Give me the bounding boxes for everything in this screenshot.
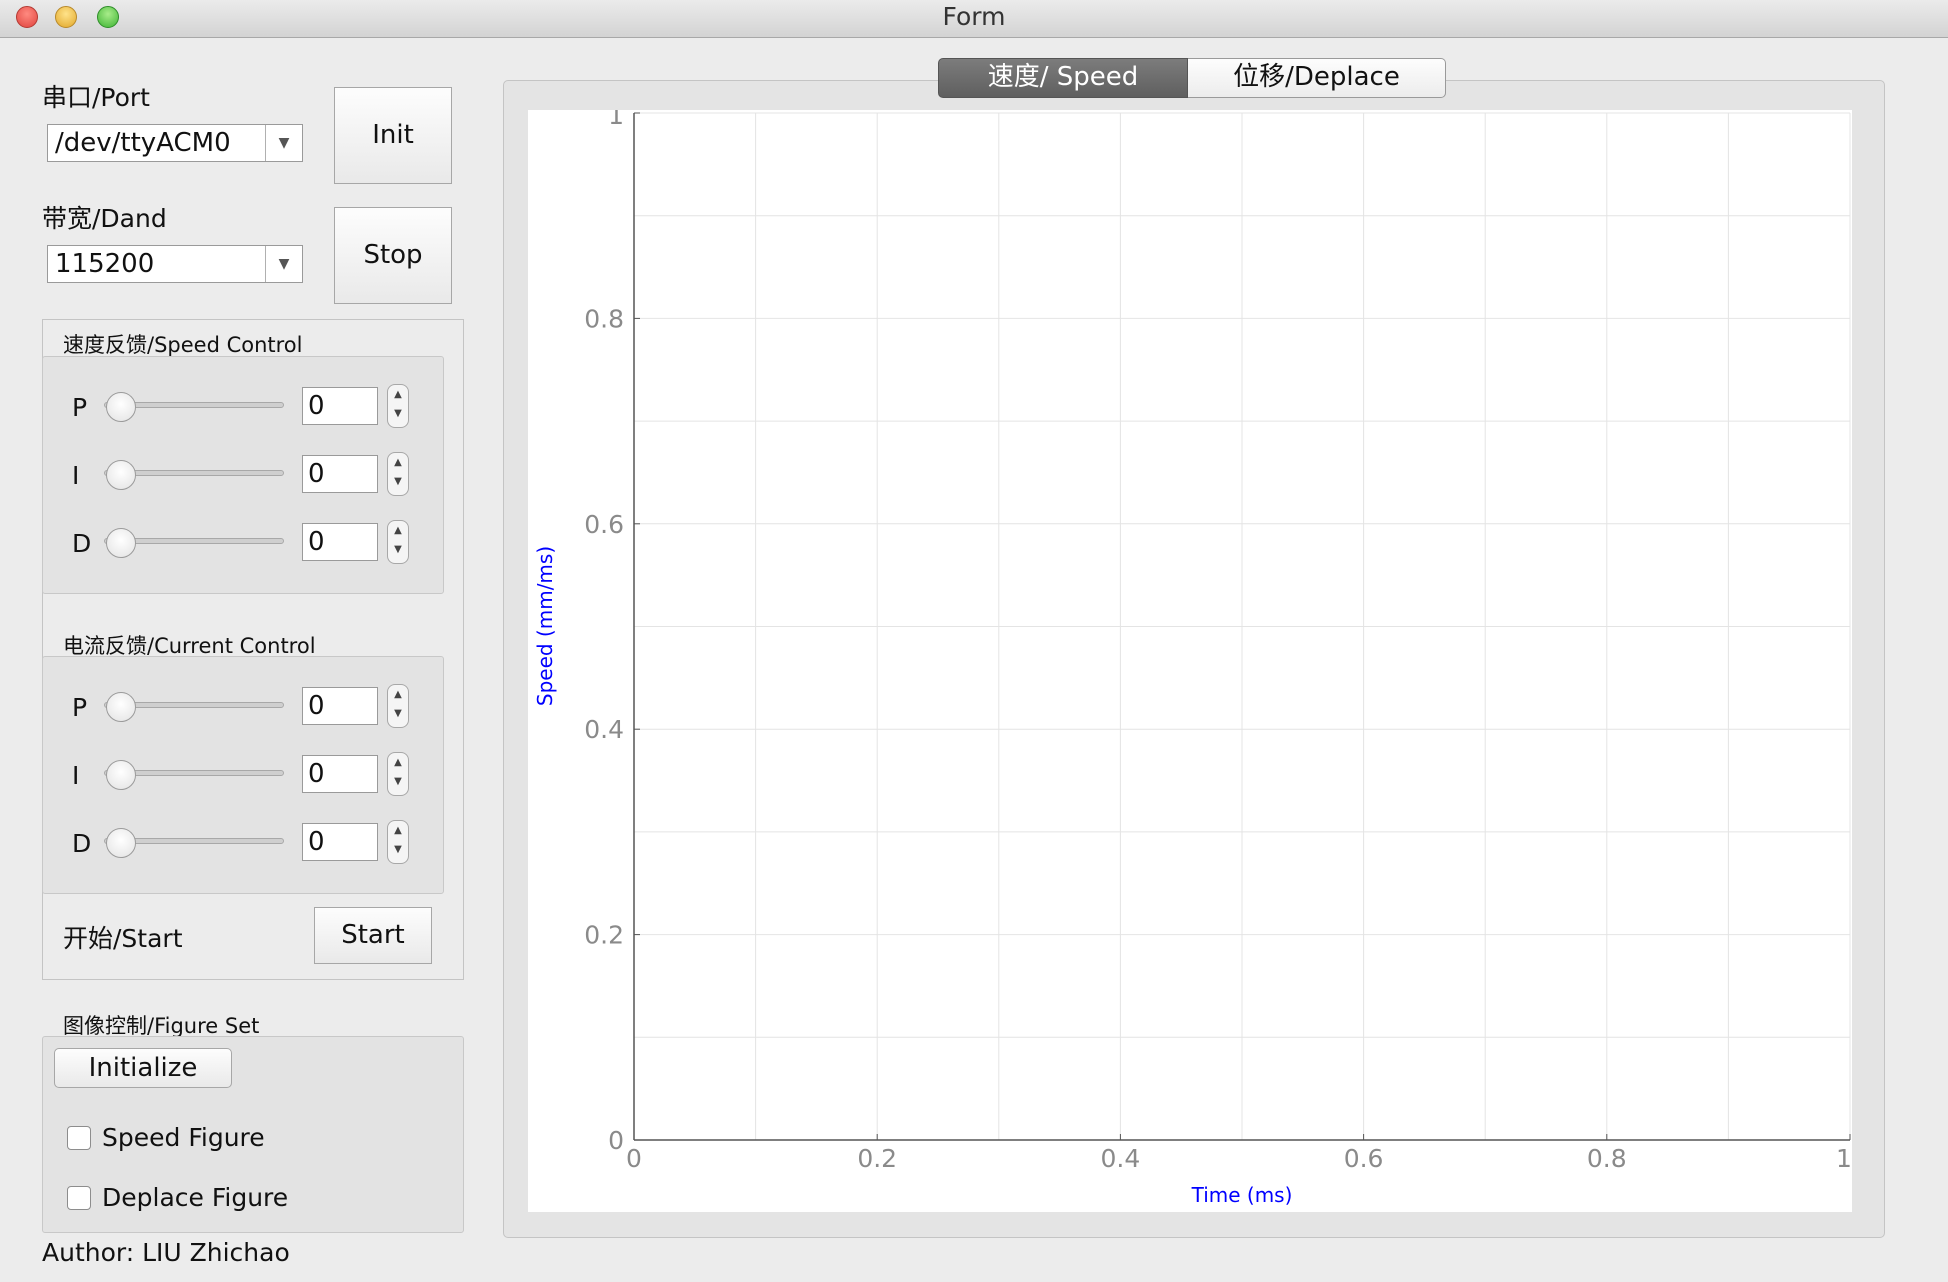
speed-d-spinner[interactable]: ▲ ▼ [387, 520, 409, 564]
speed-d-slider-track[interactable] [104, 538, 284, 544]
current-p-spinner[interactable]: ▲ ▼ [387, 684, 409, 728]
current-i-input[interactable]: 0 [302, 755, 378, 793]
x-tick-label: 0 [626, 1144, 642, 1173]
speed-p-input[interactable]: 0 [302, 387, 378, 425]
window-title: Form [942, 2, 1006, 31]
speed-i-slider-handle[interactable] [106, 460, 136, 490]
initialize-button[interactable]: Initialize [54, 1048, 232, 1088]
current-d-spinner[interactable]: ▲ ▼ [387, 820, 409, 864]
y-tick-label: 0.8 [584, 304, 624, 333]
current-d-slider-handle[interactable] [106, 828, 136, 858]
stop-button[interactable]: Stop [334, 207, 452, 304]
speed-d-slider-handle[interactable] [106, 528, 136, 558]
x-tick-label: 0.6 [1344, 1144, 1384, 1173]
speed-figure-label: Speed Figure [102, 1123, 265, 1152]
current-i-slider-track[interactable] [104, 770, 284, 776]
figure-set-panel [42, 1036, 464, 1233]
speed-p-slider-handle[interactable] [106, 392, 136, 422]
current-d-label: D [72, 829, 92, 858]
y-tick-label: 1 [608, 110, 624, 130]
figure-set-title: 图像控制/Figure Set [63, 1014, 260, 1038]
start-button[interactable]: Start [314, 907, 432, 964]
current-i-label: I [72, 761, 80, 790]
current-d-slider-track[interactable] [104, 838, 284, 844]
current-d-input[interactable]: 0 [302, 823, 378, 861]
current-p-input[interactable]: 0 [302, 687, 378, 725]
speed-d-input[interactable]: 0 [302, 523, 378, 561]
control-group [42, 319, 464, 980]
speed-p-spinner[interactable]: ▲ ▼ [387, 384, 409, 428]
chevron-down-icon[interactable]: ▼ [265, 125, 302, 161]
baud-value: 115200 [55, 249, 155, 279]
start-label: 开始/Start [63, 924, 183, 953]
zoom-window-button[interactable] [97, 6, 119, 28]
title-bar: Form [0, 0, 1948, 38]
y-tick-label: 0.4 [584, 715, 624, 744]
speed-d-label: D [72, 529, 92, 558]
speed-i-input[interactable]: 0 [302, 455, 378, 493]
x-tick-label: 1 [1836, 1144, 1852, 1173]
tab-speed[interactable]: 速度/ Speed [938, 58, 1188, 98]
x-tick-label: 0.4 [1101, 1144, 1141, 1173]
y-tick-label: 0.6 [584, 510, 624, 539]
speed-p-label: P [72, 393, 88, 422]
x-tick-label: 0.2 [857, 1144, 897, 1173]
speed-control-title: 速度反馈/Speed Control [63, 333, 303, 357]
current-p-label: P [72, 693, 88, 722]
speed-i-spinner[interactable]: ▲ ▼ [387, 452, 409, 496]
deplace-figure-label: Deplace Figure [102, 1183, 289, 1212]
port-combo[interactable]: /dev/ttyACM0 ▼ [47, 124, 303, 162]
current-control-title: 电流反馈/Current Control [63, 634, 316, 658]
y-axis-label: Speed (mm/ms) [533, 546, 557, 706]
baud-label: 带宽/Dand [42, 204, 167, 233]
current-p-slider-handle[interactable] [106, 692, 136, 722]
chevron-down-icon[interactable]: ▼ [265, 246, 302, 282]
current-i-slider-handle[interactable] [106, 760, 136, 790]
deplace-figure-checkbox[interactable] [67, 1186, 91, 1210]
x-tick-label: 0.8 [1587, 1144, 1627, 1173]
y-tick-label: 0 [608, 1126, 624, 1155]
port-value: /dev/ttyACM0 [55, 128, 231, 158]
x-axis-label: Time (ms) [1191, 1183, 1293, 1207]
speed-figure-checkbox[interactable] [67, 1126, 91, 1150]
current-p-slider-track[interactable] [104, 702, 284, 708]
speed-i-slider-track[interactable] [104, 470, 284, 476]
init-button[interactable]: Init [334, 87, 452, 184]
port-label: 串口/Port [42, 83, 150, 112]
minimize-window-button[interactable] [55, 6, 77, 28]
close-window-button[interactable] [16, 6, 38, 28]
speed-p-slider-track[interactable] [104, 402, 284, 408]
author-text: Author: LIU Zhichao [42, 1238, 290, 1267]
speed-i-label: I [72, 461, 80, 490]
baud-combo[interactable]: 115200 ▼ [47, 245, 303, 283]
speed-chart: 0 0.2 0.4 0.6 0.8 1 0 0.2 0.4 0.6 0.8 1 Time (ms) S… [528, 110, 1852, 1212]
tab-deplace[interactable]: 位移/Deplace [1188, 58, 1446, 98]
y-tick-label: 0.2 [584, 921, 624, 950]
current-i-spinner[interactable]: ▲ ▼ [387, 752, 409, 796]
